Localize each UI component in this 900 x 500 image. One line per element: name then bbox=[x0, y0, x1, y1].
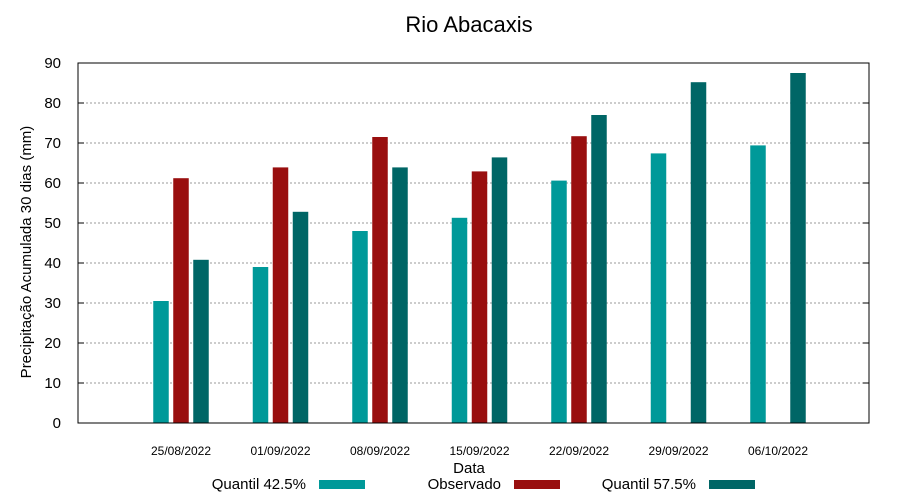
y-tick-label: 10 bbox=[44, 375, 61, 392]
bar-quantil-42-5--1 bbox=[252, 267, 269, 423]
x-axis-label: Data bbox=[453, 460, 485, 477]
x-tick-label: 25/08/2022 bbox=[151, 444, 211, 458]
bar-quantil-57-5--3 bbox=[491, 157, 508, 423]
legend-label: Quantil 57.5% bbox=[602, 476, 696, 493]
bar-quantil-57-5--4 bbox=[591, 115, 607, 423]
bar-quantil-42-5--2 bbox=[352, 231, 368, 423]
y-tick-label: 60 bbox=[44, 175, 61, 192]
legend-label: Quantil 42.5% bbox=[212, 476, 306, 493]
bars bbox=[153, 73, 806, 423]
bar-quantil-42-5--0 bbox=[153, 301, 169, 423]
bar-observado-0 bbox=[173, 178, 189, 423]
chart-title: Rio Abacaxis bbox=[405, 12, 532, 37]
y-tick-label: 50 bbox=[44, 215, 61, 232]
x-tick-label: 01/09/2022 bbox=[250, 444, 310, 458]
y-tick-label: 20 bbox=[44, 335, 61, 352]
bar-observado-1 bbox=[272, 167, 289, 423]
bar-quantil-57-5--0 bbox=[193, 259, 209, 423]
bar-observado-2 bbox=[372, 137, 388, 423]
bar-quantil-42-5--4 bbox=[551, 180, 567, 423]
y-tick-label: 90 bbox=[44, 55, 61, 72]
bar-quantil-57-5--6 bbox=[790, 73, 806, 423]
legend-label: Observado bbox=[428, 476, 501, 493]
plot-frame bbox=[77, 62, 870, 424]
x-tick-label: 22/09/2022 bbox=[549, 444, 609, 458]
y-axis-ticks: 0 10 20 30 40 50 60 70 80 90 bbox=[44, 55, 869, 432]
y-tick-label: 40 bbox=[44, 255, 61, 272]
y-tick-label: 30 bbox=[44, 295, 61, 312]
x-tick-label: 08/09/2022 bbox=[350, 444, 410, 458]
legend-swatch bbox=[709, 480, 755, 489]
bar-observado-4 bbox=[571, 136, 587, 423]
bar-quantil-42-5--6 bbox=[750, 145, 766, 423]
legend-swatch bbox=[514, 480, 560, 489]
x-tick-label: 15/09/2022 bbox=[449, 444, 509, 458]
bar-quantil-42-5--3 bbox=[451, 217, 468, 423]
legend: Quantil 42.5% Observado Quantil 57.5% bbox=[212, 476, 755, 493]
y-axis-label: Precipitação Acumulada 30 dias (mm) bbox=[18, 126, 35, 379]
bar-quantil-57-5--2 bbox=[392, 167, 408, 423]
bar-quantil-57-5--1 bbox=[292, 211, 309, 423]
bar-quantil-42-5--5 bbox=[650, 153, 667, 423]
x-tick-label: 29/09/2022 bbox=[648, 444, 708, 458]
bar-observado-3 bbox=[471, 171, 488, 423]
bar-quantil-57-5--5 bbox=[690, 82, 707, 423]
y-tick-label: 0 bbox=[53, 415, 61, 432]
y-tick-label: 80 bbox=[44, 95, 61, 112]
x-axis-ticks: 25/08/2022 01/09/2022 08/09/2022 15/09/2022… bbox=[151, 444, 808, 458]
x-tick-label: 06/10/2022 bbox=[748, 444, 808, 458]
legend-swatch bbox=[319, 480, 365, 489]
y-tick-label: 70 bbox=[44, 135, 61, 152]
